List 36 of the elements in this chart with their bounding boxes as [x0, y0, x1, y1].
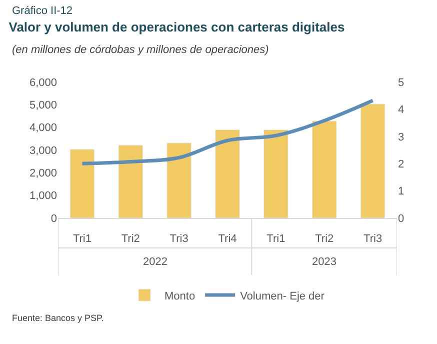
x-tick-label: Tri1 [266, 233, 286, 246]
bar [166, 142, 192, 218]
y2-tick-label: 3 [398, 131, 404, 144]
x-tick-label: Tri2 [121, 233, 140, 246]
text: Gráfico II-12 [12, 5, 73, 17]
x-tick-label: Tri3 [364, 233, 382, 246]
y-tick-label: 4,000 [29, 122, 57, 134]
y2-tick-label: 1 [398, 186, 404, 198]
x-tick-label: Tri1 [72, 233, 92, 246]
x-tick-label: Tri4 [218, 233, 237, 246]
line-series [80, 98, 375, 166]
source-note: Fuente: Bancos y PSP. [12, 313, 104, 323]
x-tick-label: Tri3 [170, 233, 188, 246]
bar [312, 120, 337, 218]
y-tick-label: 0 [50, 212, 57, 225]
bar [70, 149, 95, 218]
y-tick-label: 2,000 [29, 168, 57, 180]
x-tick-label: Tri2 [315, 233, 334, 246]
text: 2022 [143, 256, 168, 268]
y-tick-label: 5,000 [29, 100, 57, 112]
y2-tick-label: 5 [398, 76, 404, 89]
bar [264, 130, 288, 218]
legend-label: Volumen- Eje der [240, 290, 325, 302]
y2-tick-label: 2 [398, 158, 404, 170]
y2-tick-label: 0 [398, 212, 404, 225]
legend-label: Monto [164, 290, 196, 302]
chart-title: Valor y volumen de operaciones con carteras digitales [8, 19, 345, 34]
y-tick-label: 3,000 [29, 144, 57, 157]
bar [360, 104, 386, 218]
y2-tick-label: 4 [398, 104, 404, 116]
bar [215, 130, 240, 218]
y-tick-label: 1,000 [29, 190, 57, 202]
bar [118, 144, 143, 218]
y-tick-label: 6,000 [29, 76, 57, 89]
chart-subtitle: (en millones de córdobas y millones de operaciones) [12, 44, 270, 56]
text: 2023 [312, 256, 336, 268]
